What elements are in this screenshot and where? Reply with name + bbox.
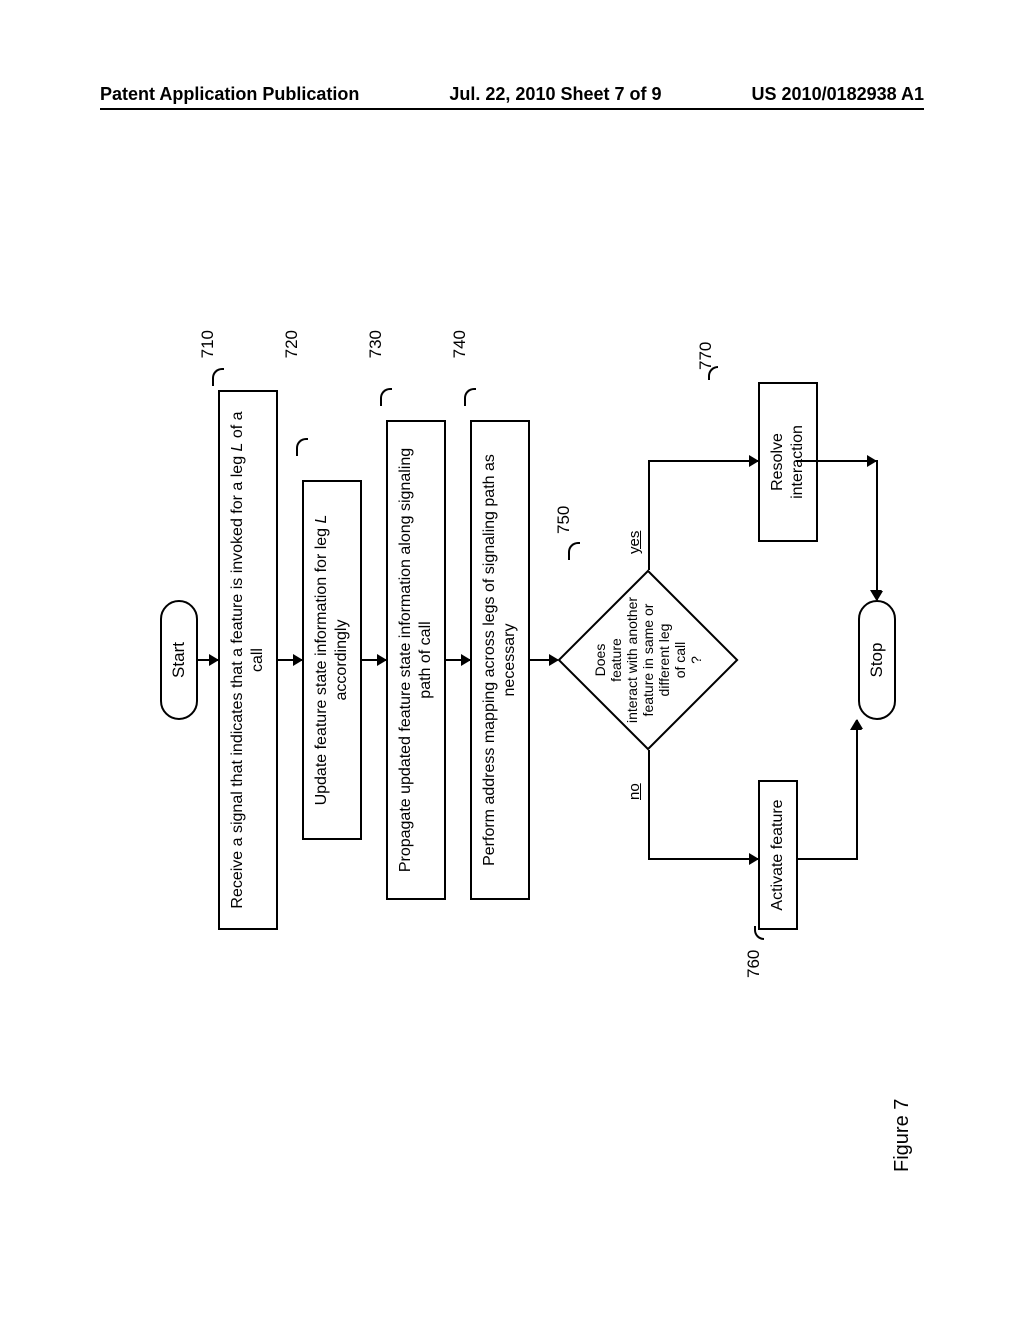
arrowhead-right-icon — [850, 720, 862, 730]
step-720-wrap: Update feature state information for leg… — [302, 390, 362, 930]
conv-left-h — [856, 720, 858, 860]
flowchart: Start Receive a signal that indicates th… — [160, 390, 948, 930]
leader-760 — [754, 926, 764, 940]
branch-yes-h — [648, 460, 650, 570]
header-rule — [100, 108, 924, 110]
conv-left-v — [796, 858, 856, 860]
leader-710 — [212, 368, 224, 386]
ref-760: 760 — [744, 950, 764, 978]
ref-770: 770 — [696, 342, 716, 370]
step-740: Perform address mapping across legs of s… — [470, 420, 530, 900]
header-center: Jul. 22, 2010 Sheet 7 of 9 — [449, 84, 661, 105]
stop-label: Stop — [867, 643, 887, 678]
step-740-wrap: Perform address mapping across legs of s… — [470, 390, 530, 930]
step-710-text-L: L — [229, 443, 246, 452]
ref-710: 710 — [198, 330, 218, 358]
leader-740 — [464, 388, 476, 406]
step-720-text-a: Update feature state information for leg — [313, 523, 330, 805]
decision-750: Does feature interact with another featu… — [558, 570, 738, 750]
ref-750: 750 — [554, 506, 574, 534]
stop-terminal: Stop — [858, 600, 896, 720]
branch-no-label: no — [626, 783, 643, 800]
branch-yes-v — [648, 460, 758, 462]
step-740-text: Perform address mapping across legs of s… — [481, 454, 518, 866]
step-770-text: Resolve interaction — [769, 425, 806, 499]
rotated-figure: Figure 7 Start Receive a signal that ind… — [100, 180, 920, 1180]
step-720: Update feature state information for leg… — [302, 480, 362, 840]
step-730: Propagate updated feature state informat… — [386, 420, 446, 900]
arrow — [362, 659, 386, 661]
arrowhead-left-icon — [870, 590, 882, 600]
arrow — [198, 659, 218, 661]
step-720-text-b: accordingly — [333, 620, 350, 701]
branch-yes-label: yes — [626, 531, 643, 554]
step-760: Activate feature — [758, 780, 798, 930]
step-760-text: Activate feature — [769, 799, 786, 910]
leader-750 — [568, 542, 580, 560]
conv-right-h — [876, 460, 878, 600]
step-710: Receive a signal that indicates that a f… — [218, 390, 278, 930]
branch-no-v — [648, 858, 758, 860]
ref-720: 720 — [282, 330, 302, 358]
branch-no-h — [648, 750, 650, 860]
figure-label: Figure 7 — [891, 1099, 914, 1172]
decision-750-text: Does feature interact with another featu… — [558, 570, 738, 750]
arrow — [446, 659, 470, 661]
step-730-text: Propagate updated feature state informat… — [397, 448, 434, 872]
step-720-text-L: L — [313, 515, 330, 524]
leader-730 — [380, 388, 392, 406]
start-label: Start — [169, 642, 189, 678]
page-header: Patent Application Publication Jul. 22, … — [100, 84, 924, 105]
page: Patent Application Publication Jul. 22, … — [0, 0, 1024, 1320]
start-terminal: Start — [160, 600, 198, 720]
branch-stage: no Activate feature 760 yes Resolve inte… — [738, 390, 948, 930]
conv-right-v — [796, 460, 876, 462]
ref-730: 730 — [366, 330, 386, 358]
step-770: Resolve interaction — [758, 382, 818, 542]
header-left: Patent Application Publication — [100, 84, 359, 105]
step-710-text-a: Receive a signal that indicates that a f… — [229, 451, 246, 908]
arrow — [530, 659, 558, 661]
step-710-wrap: Receive a signal that indicates that a f… — [218, 390, 278, 930]
arrow — [278, 659, 302, 661]
leader-720 — [296, 438, 308, 456]
ref-740: 740 — [450, 330, 470, 358]
header-right: US 2010/0182938 A1 — [752, 84, 924, 105]
step-730-wrap: Propagate updated feature state informat… — [386, 390, 446, 930]
figure-area: Figure 7 Start Receive a signal that ind… — [100, 180, 920, 1180]
